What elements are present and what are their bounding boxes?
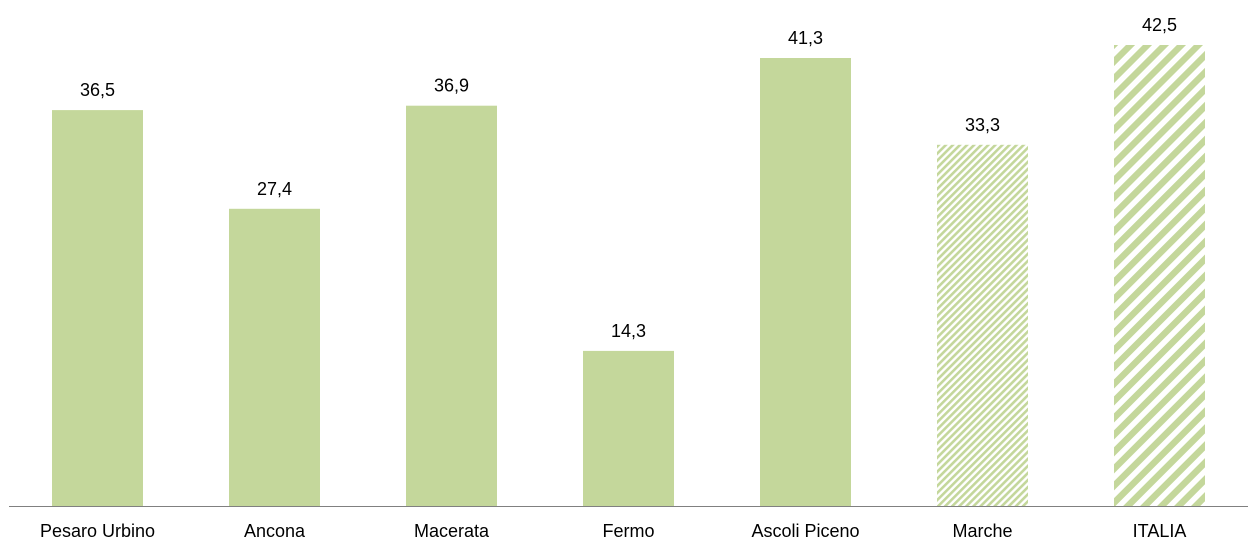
category-label: ITALIA — [1133, 521, 1187, 541]
bar-italia — [1114, 45, 1205, 506]
value-label: 41,3 — [788, 28, 823, 48]
category-label: Marche — [952, 521, 1012, 541]
value-label: 36,9 — [434, 76, 469, 96]
bars-group — [52, 45, 1205, 507]
category-label: Macerata — [414, 521, 490, 541]
bar-macerata — [406, 105, 497, 506]
value-label: 42,5 — [1142, 15, 1177, 35]
category-label: Fermo — [602, 521, 654, 541]
bar-fermo — [583, 350, 674, 506]
category-label: Ascoli Piceno — [751, 521, 859, 541]
value-label: 14,3 — [611, 321, 646, 341]
bar-ancona — [229, 208, 320, 507]
bar-pesaro-urbino — [52, 110, 143, 506]
value-label: 33,3 — [965, 115, 1000, 135]
value-label: 36,5 — [80, 80, 115, 100]
category-labels-group: Pesaro Urbino Ancona Macerata Fermo Ascoli P… — [40, 521, 1186, 541]
category-label: Ancona — [244, 521, 306, 541]
value-label: 27,4 — [257, 179, 292, 199]
value-labels-group: 36,5 27,4 36,9 14,3 41,3 33,3 42,5 — [80, 15, 1177, 341]
bar-marche — [937, 144, 1028, 507]
bar-ascoli-piceno — [760, 58, 851, 506]
category-label: Pesaro Urbino — [40, 521, 155, 541]
